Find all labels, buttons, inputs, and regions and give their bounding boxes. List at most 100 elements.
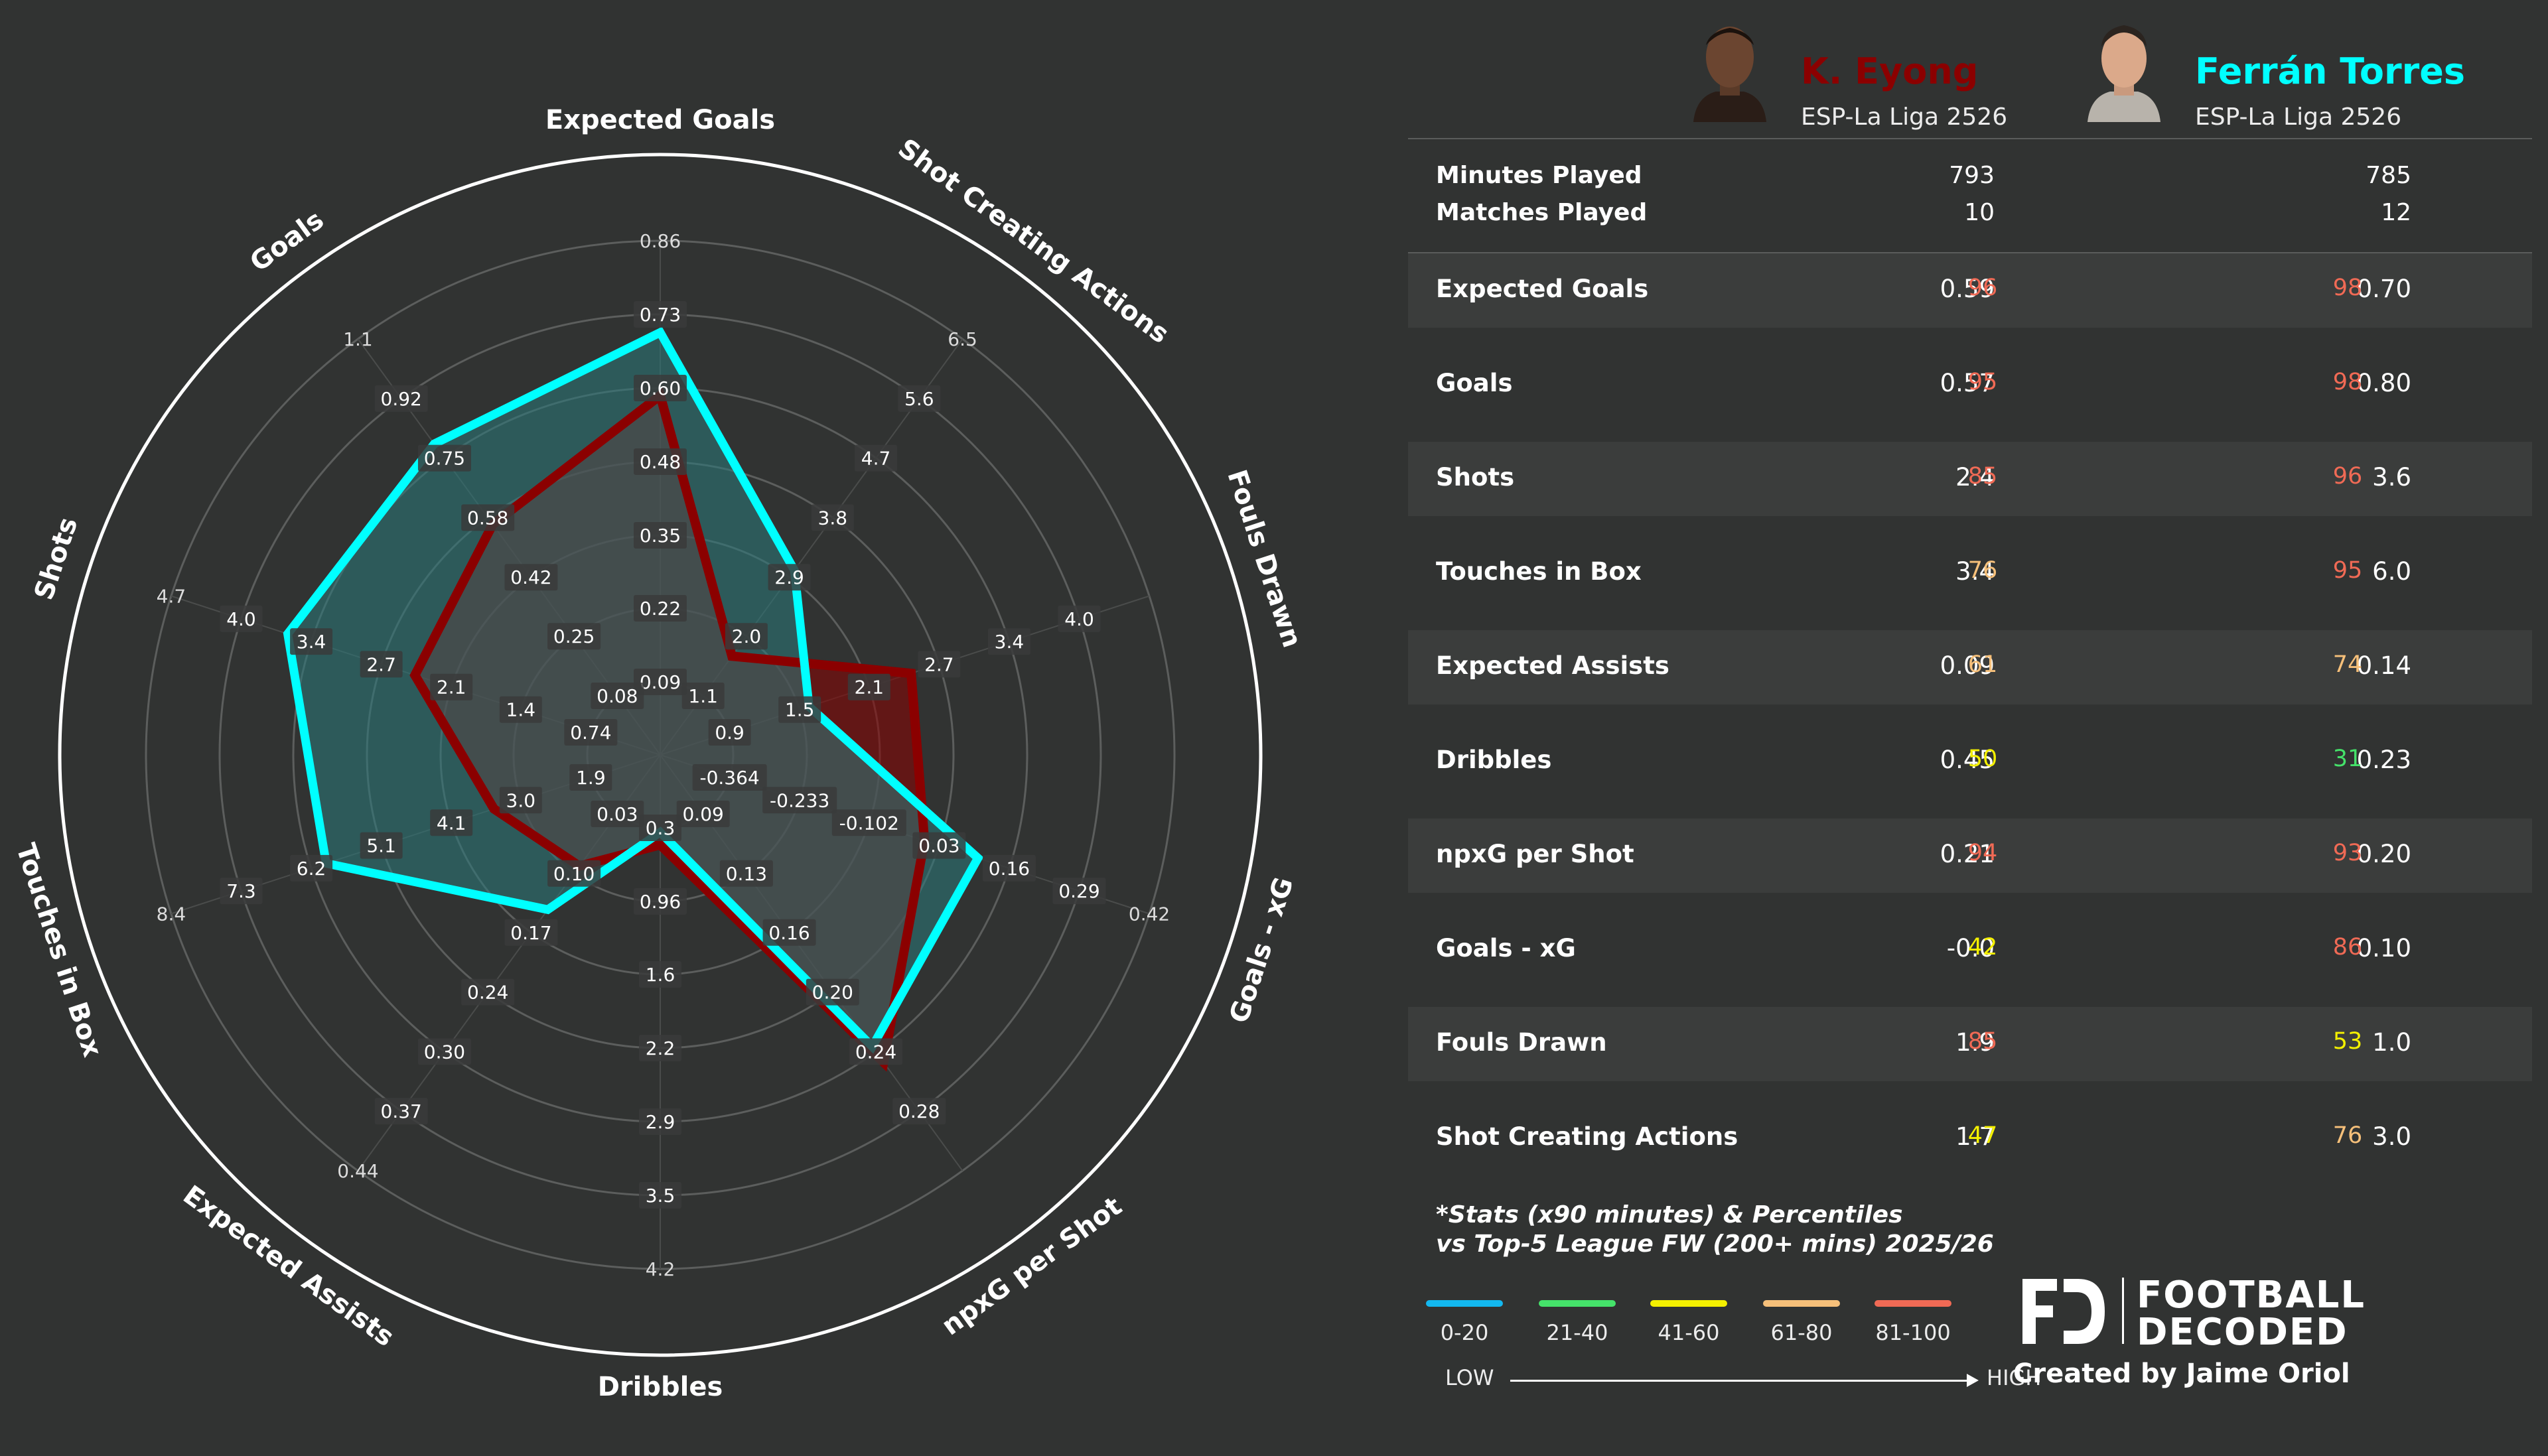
tick-label: 0.03 bbox=[918, 835, 959, 857]
player2-percentile: 76 bbox=[2332, 1122, 2363, 1149]
tick-label: 0.20 bbox=[812, 982, 853, 1004]
tick-label: 0.24 bbox=[467, 982, 508, 1004]
legend-item: 41-60 bbox=[1632, 1300, 1745, 1345]
axis-label: Fouls Drawn bbox=[1221, 466, 1307, 651]
player1-value: 0.59 bbox=[1940, 275, 1995, 303]
tick-label-bg bbox=[634, 888, 687, 915]
axis-label: Expected Assists bbox=[177, 1180, 399, 1353]
stat-row: Fouls Drawn 1.9 85 1.0 53 bbox=[1408, 1007, 2532, 1081]
player2-value: 0.14 bbox=[2356, 651, 2411, 680]
player1-percentile: 85 bbox=[1967, 463, 1998, 490]
tick-label-bg bbox=[634, 375, 687, 401]
tick-label: 0.58 bbox=[467, 507, 508, 529]
tick-label: 0.74 bbox=[570, 722, 611, 744]
tick-label-bg bbox=[634, 448, 687, 475]
tick-label-bg bbox=[360, 832, 403, 859]
tick-label-bg bbox=[847, 673, 890, 700]
tick-label: 3.8 bbox=[818, 507, 848, 529]
tick-label-bg bbox=[982, 854, 1036, 882]
legend-high: HIGH bbox=[1987, 1365, 2042, 1390]
player2-percentile: 98 bbox=[2332, 369, 2363, 395]
tick-label: 0.9 bbox=[715, 722, 744, 744]
tick-label: 6.5 bbox=[948, 328, 977, 350]
legend-swatch bbox=[1539, 1300, 1616, 1307]
tick-label-bg bbox=[725, 623, 768, 650]
player2-photo-icon bbox=[2081, 16, 2167, 122]
tick-label: 2.9 bbox=[774, 566, 804, 588]
tick-label-bg bbox=[634, 595, 687, 622]
legend-item: 0-20 bbox=[1408, 1300, 1521, 1345]
player2-minutes: 785 bbox=[2366, 162, 2411, 189]
tick-label-bg bbox=[681, 683, 725, 710]
legend-label: 41-60 bbox=[1658, 1320, 1720, 1345]
player1-value: 2.4 bbox=[1955, 463, 1995, 492]
stat-row: Shot Creating Actions 1.7 47 3.0 76 bbox=[1408, 1101, 2532, 1175]
stats-panel: K. Eyong ESP-La Liga 2526 Ferrán Torres … bbox=[1408, 0, 2536, 1456]
stat-row: Shots 2.4 85 3.6 96 bbox=[1408, 442, 2532, 516]
tick-label: 2.7 bbox=[366, 653, 396, 675]
matches-label: Matches Played bbox=[1436, 199, 1648, 226]
axis-label: Expected Goals bbox=[545, 105, 775, 135]
tick-label-bg bbox=[591, 683, 644, 710]
tick-label-bg bbox=[290, 854, 333, 882]
legend-arrow bbox=[1510, 1380, 1972, 1382]
tick-label-bg bbox=[768, 564, 811, 591]
tick-label-bg bbox=[811, 504, 854, 531]
tick-label: 4.2 bbox=[646, 1258, 675, 1280]
stat-row: Expected Assists 0.09 61 0.14 74 bbox=[1408, 630, 2532, 704]
tick-label-bg bbox=[499, 696, 542, 723]
player1-percentile: 50 bbox=[1967, 746, 1998, 772]
axis-label: Shot Creating Actions bbox=[892, 133, 1174, 350]
player2-percentile: 74 bbox=[2332, 651, 2363, 678]
tick-label: 3.0 bbox=[506, 789, 536, 811]
tick-label-bg bbox=[912, 832, 966, 859]
tick-label: 1.9 bbox=[576, 767, 606, 789]
brand-logo: FOOTBALL DECODED bbox=[2017, 1274, 2364, 1354]
tick-label: 0.3 bbox=[646, 817, 675, 839]
tick-label-bg bbox=[220, 605, 263, 632]
stat-label: Goals bbox=[1436, 369, 1513, 397]
tick-label-bg bbox=[831, 809, 906, 836]
player2-name: Ferrán Torres bbox=[2195, 50, 2466, 92]
player1-percentile: 76 bbox=[1967, 557, 1998, 584]
tick-label-bg bbox=[430, 673, 473, 700]
tick-label: -0.233 bbox=[770, 789, 829, 811]
player1-percentile: 96 bbox=[1967, 275, 1998, 301]
tick-label-bg bbox=[504, 919, 558, 946]
stat-label: Shots bbox=[1436, 463, 1515, 492]
tick-label: 8.4 bbox=[157, 903, 186, 925]
tick-label: 1.4 bbox=[506, 699, 536, 721]
tick-label-bg bbox=[639, 1035, 681, 1061]
tick-label: 1.1 bbox=[688, 685, 718, 707]
legend-swatch bbox=[1763, 1300, 1840, 1307]
axis-label: Goals bbox=[244, 204, 329, 278]
tick-label: 4.7 bbox=[157, 586, 186, 608]
player1-value: 3.4 bbox=[1955, 557, 1995, 586]
tick-label: 0.92 bbox=[381, 388, 422, 410]
legend-item: 61-80 bbox=[1745, 1300, 1858, 1345]
tick-label: 7.3 bbox=[226, 880, 256, 902]
tick-label-bg bbox=[639, 1182, 681, 1209]
tick-label: 2.7 bbox=[924, 653, 954, 675]
axis-label: Dribbles bbox=[598, 1372, 723, 1402]
legend-swatch bbox=[1650, 1300, 1727, 1307]
tick-label: 4.0 bbox=[1064, 608, 1094, 630]
tick-label: 2.9 bbox=[646, 1111, 675, 1133]
tick-label: 2.0 bbox=[732, 626, 762, 647]
player2-percentile: 98 bbox=[2332, 275, 2363, 301]
legend-arrowhead bbox=[1967, 1374, 1979, 1387]
tick-label-bg bbox=[461, 504, 515, 531]
tick-label: 0.28 bbox=[898, 1100, 940, 1122]
tick-label: 0.08 bbox=[597, 685, 638, 707]
player1-percentile: 85 bbox=[1967, 1028, 1998, 1055]
tick-label-bg bbox=[692, 763, 767, 791]
player2-value: 3.6 bbox=[2372, 463, 2411, 492]
stat-label: Expected Goals bbox=[1436, 275, 1649, 303]
stat-label: npxG per Shot bbox=[1436, 840, 1634, 868]
tick-label: 0.17 bbox=[510, 922, 551, 944]
legend-label: 21-40 bbox=[1546, 1320, 1608, 1345]
tick-label-bg bbox=[430, 809, 473, 836]
axis-label: npxG per Shot bbox=[936, 1191, 1127, 1341]
legend-swatch bbox=[1875, 1300, 1951, 1307]
player1-percentile: 95 bbox=[1967, 369, 1998, 395]
